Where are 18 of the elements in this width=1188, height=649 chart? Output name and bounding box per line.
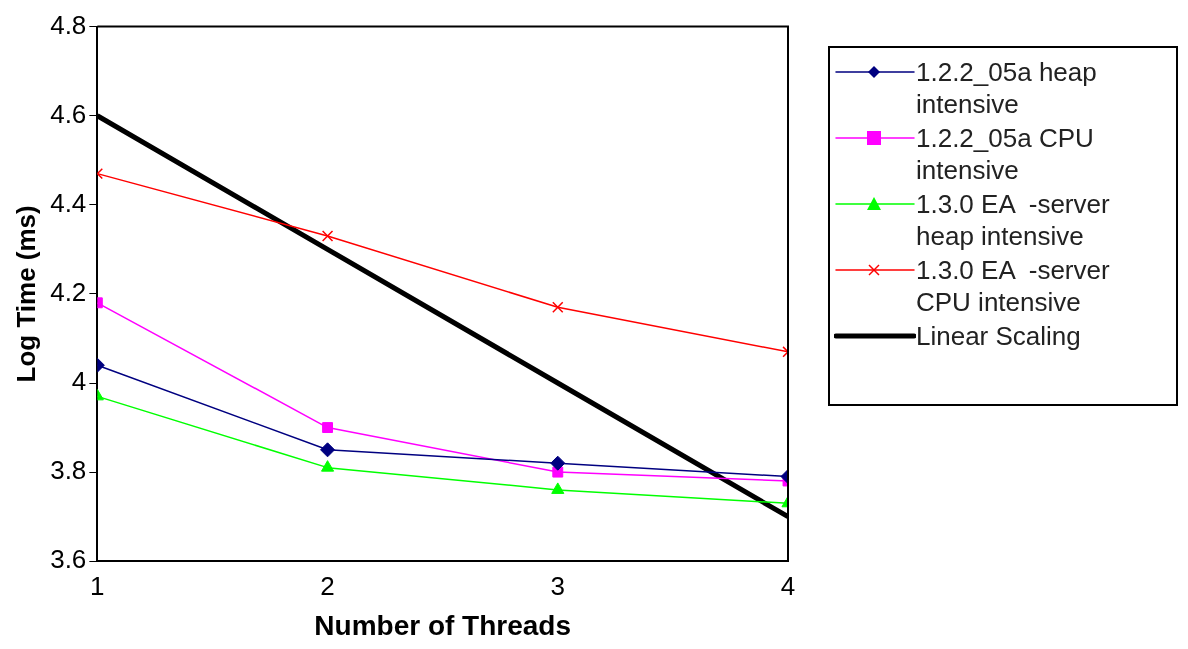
y-tick-label: 3.8	[50, 455, 87, 486]
legend-label: Linear Scaling	[916, 320, 1082, 352]
legend-label: 1.2.2_05a heap intensive	[916, 56, 1098, 120]
y-tick-label: 3.6	[50, 544, 87, 575]
y-axis-title: Log Time (ms)	[10, 205, 41, 383]
x-tick-label: 2	[320, 570, 335, 601]
y-tick-label: 4	[71, 366, 87, 397]
x-tick-label: 1	[90, 570, 105, 601]
x-axis-title: Number of Threads	[314, 609, 572, 641]
y-tick-label: 4.4	[50, 187, 87, 218]
legend-label: 1.2.2_05a CPU intensive	[916, 122, 1095, 186]
legend-label: 1.3.0 EA -server heap intensive	[916, 188, 1111, 252]
x-tick-label: 3	[550, 570, 566, 601]
x-tick-label: 4	[780, 570, 796, 601]
y-tick-label: 4.6	[50, 98, 87, 129]
legend-label: 1.3.0 EA -server CPU intensive	[916, 254, 1111, 318]
y-tick-label: 4.2	[50, 277, 87, 308]
y-tick-label: 4.8	[50, 9, 87, 40]
